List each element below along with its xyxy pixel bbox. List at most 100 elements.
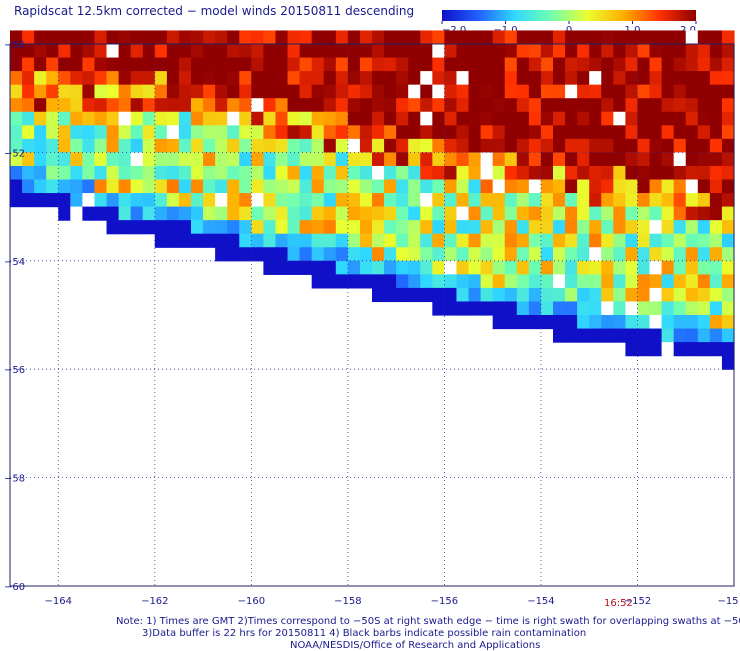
wind-cell	[178, 138, 192, 153]
wind-cell	[34, 111, 47, 126]
wind-cell	[154, 71, 168, 86]
wind-cell	[335, 57, 349, 72]
wind-cell	[649, 179, 663, 194]
wind-cell	[372, 111, 385, 126]
wind-cell	[649, 30, 663, 45]
wind-cell	[685, 179, 699, 194]
wind-cell	[468, 193, 482, 208]
wind-cell	[613, 179, 626, 194]
wind-cell	[492, 260, 506, 275]
wind-cell	[553, 328, 566, 343]
wind-cell	[335, 138, 349, 153]
wind-cell	[384, 57, 397, 72]
wind-cell	[251, 111, 264, 126]
wind-cell	[601, 165, 614, 181]
wind-cell	[251, 57, 264, 72]
wind-cell	[480, 84, 494, 99]
wind-cell	[565, 328, 578, 343]
wind-cell	[625, 247, 639, 262]
wind-cell	[335, 206, 349, 221]
wind-cell	[553, 274, 566, 289]
wind-cell	[625, 301, 639, 316]
wind-cell	[118, 206, 132, 221]
wind-cell	[516, 71, 530, 86]
wind-cell	[396, 274, 409, 289]
wind-cell	[34, 98, 47, 113]
wind-cell	[372, 247, 385, 262]
wind-cell	[396, 165, 409, 181]
wind-cell	[444, 220, 458, 235]
wind-cell	[215, 247, 228, 262]
wind-cell	[589, 301, 602, 316]
wind-cell	[154, 111, 168, 126]
wind-cell	[311, 44, 325, 59]
wind-cell	[432, 220, 445, 235]
wind-cell	[251, 125, 264, 140]
wind-cell	[34, 179, 47, 194]
wind-cell	[118, 84, 132, 99]
wind-cell	[613, 220, 626, 235]
wind-cell	[299, 179, 313, 194]
wind-cell	[673, 125, 687, 140]
wind-cell	[22, 165, 35, 181]
wind-cell	[311, 84, 325, 99]
wind-cell	[589, 125, 602, 140]
wind-cell	[372, 274, 385, 289]
wind-cell	[661, 44, 675, 59]
wind-cell	[82, 111, 96, 126]
wind-cell	[492, 98, 506, 113]
wind-cell	[166, 71, 180, 86]
wind-cell	[191, 44, 204, 59]
wind-cell	[601, 98, 614, 113]
wind-cell	[528, 301, 542, 316]
wind-cell	[359, 84, 373, 99]
wind-cell	[540, 152, 554, 167]
wind-cell	[540, 179, 554, 194]
wind-cell	[528, 165, 542, 181]
wind-cell	[287, 260, 301, 275]
wind-cell	[10, 57, 23, 72]
wind-cell	[565, 220, 578, 235]
wind-cell	[540, 138, 554, 153]
wind-cell	[311, 165, 325, 181]
wind-cell	[480, 71, 494, 86]
wind-cell	[372, 260, 385, 275]
wind-cell	[589, 111, 602, 126]
wind-cell	[468, 84, 482, 99]
wind-cell	[661, 342, 675, 357]
wind-cell	[178, 193, 192, 208]
wind-cell	[625, 260, 639, 275]
wind-cell	[637, 301, 651, 316]
wind-cell	[58, 206, 71, 221]
wind-cell	[492, 287, 506, 303]
wind-cell	[661, 233, 675, 248]
wind-cell	[142, 152, 156, 167]
wind-cell	[613, 98, 626, 113]
wind-cell	[347, 84, 361, 99]
wind-cell	[685, 71, 699, 86]
wind-cell	[215, 57, 228, 72]
wind-cell	[432, 71, 445, 86]
wind-cell	[432, 179, 445, 194]
wind-cell	[504, 152, 518, 167]
wind-cell	[540, 165, 554, 181]
wind-cell	[721, 152, 735, 167]
wind-cell	[203, 125, 216, 140]
wind-cell	[166, 44, 180, 59]
wind-cell	[347, 111, 361, 126]
wind-cell	[504, 220, 518, 235]
wind-cell	[239, 84, 252, 99]
wind-cell	[323, 179, 337, 194]
wind-cell	[625, 125, 639, 140]
wind-cell	[432, 260, 445, 275]
wind-cell	[203, 179, 216, 194]
wind-cell	[709, 220, 723, 235]
wind-cell	[516, 125, 530, 140]
wind-cell	[685, 30, 699, 45]
wind-cell	[601, 57, 614, 72]
wind-cell	[625, 111, 639, 126]
wind-cell	[323, 71, 337, 86]
wind-cell	[118, 71, 132, 86]
wind-cell	[565, 30, 578, 45]
